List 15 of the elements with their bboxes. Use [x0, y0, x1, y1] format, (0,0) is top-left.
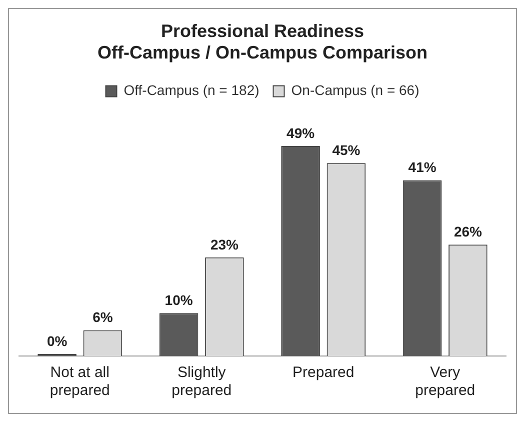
x-tick-label: Not at all prepared — [50, 364, 110, 400]
data-label: 23% — [210, 236, 240, 252]
data-label: 6% — [92, 309, 114, 326]
data-label: 10% — [164, 292, 194, 308]
legend-label: On-Campus (n = 66) — [291, 82, 420, 98]
data-label: 45% — [332, 142, 361, 158]
legend-label: Off-Campus (n = 182) — [124, 82, 260, 98]
data-label: 0% — [46, 332, 68, 349]
x-tick-label: Very prepared — [415, 364, 476, 400]
x-tick-label: Prepared — [292, 364, 354, 382]
data-label: 49% — [286, 124, 316, 141]
chart-title: Professional Readiness Off-Campus / On-Campus Comparison — [97, 20, 428, 62]
x-tick-label: Slightly prepared — [172, 364, 232, 400]
data-label: 26% — [454, 223, 483, 240]
data-label: 41% — [408, 159, 437, 176]
